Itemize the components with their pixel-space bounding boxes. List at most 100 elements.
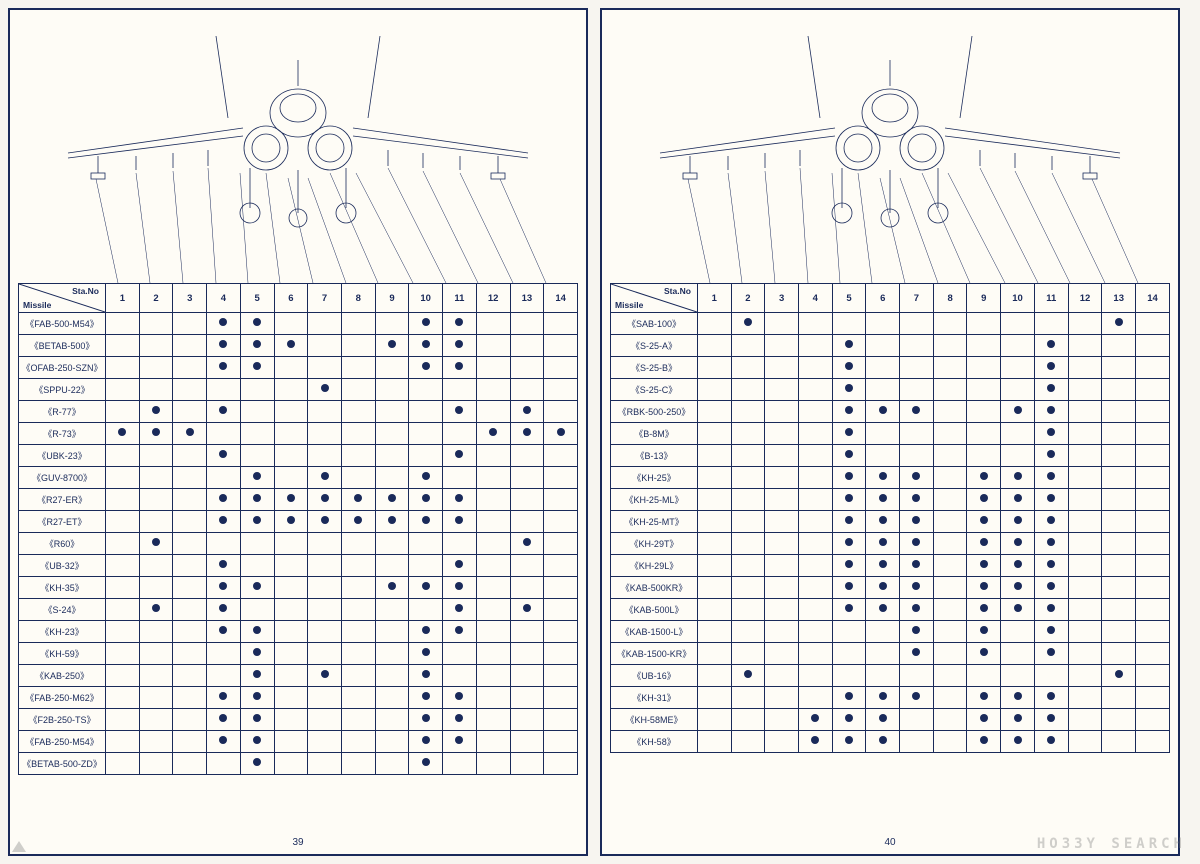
- station-cell: [1102, 511, 1136, 533]
- dot-icon: [152, 428, 160, 436]
- station-cell: [900, 313, 934, 335]
- missile-name-cell: 《S-25-A》: [611, 335, 698, 357]
- table-row: 《B-13》: [611, 445, 1170, 467]
- dot-icon: [523, 406, 531, 414]
- station-cell: [375, 687, 409, 709]
- dot-icon: [455, 406, 463, 414]
- dot-icon: [1014, 472, 1022, 480]
- station-cell: [510, 621, 544, 643]
- station-cell: [697, 687, 731, 709]
- missile-name-cell: 《SPPU-22》: [19, 379, 106, 401]
- station-cell: [308, 753, 342, 775]
- dot-icon: [980, 714, 988, 722]
- station-cell: [798, 643, 832, 665]
- station-cell: [274, 709, 308, 731]
- station-cell: [375, 621, 409, 643]
- station-cell: [476, 709, 510, 731]
- station-cell: [697, 709, 731, 731]
- dot-icon: [422, 736, 430, 744]
- station-cell: [866, 643, 900, 665]
- station-cell: [510, 533, 544, 555]
- station-cell: [900, 401, 934, 423]
- dot-icon: [845, 340, 853, 348]
- dot-icon: [253, 714, 261, 722]
- missile-name-cell: 《FAB-250-M54》: [19, 731, 106, 753]
- station-cell: [308, 731, 342, 753]
- dot-icon: [1047, 736, 1055, 744]
- dot-icon: [455, 362, 463, 370]
- dot-icon: [253, 736, 261, 744]
- station-cell: [765, 709, 799, 731]
- station-cell: [476, 599, 510, 621]
- missile-name-cell: 《UB-32》: [19, 555, 106, 577]
- station-cell: [173, 665, 207, 687]
- station-header: 7: [900, 284, 934, 313]
- station-cell: [933, 577, 967, 599]
- dot-icon: [118, 428, 126, 436]
- station-cell: [731, 379, 765, 401]
- dot-icon: [1047, 472, 1055, 480]
- station-header: 8: [341, 284, 375, 313]
- dot-icon: [455, 582, 463, 590]
- station-cell: [1068, 511, 1102, 533]
- station-cell: [866, 445, 900, 467]
- dot-icon: [912, 626, 920, 634]
- station-cell: [544, 511, 578, 533]
- dot-icon: [1047, 406, 1055, 414]
- dot-icon: [879, 516, 887, 524]
- dot-icon: [845, 692, 853, 700]
- station-cell: [832, 709, 866, 731]
- station-cell: [240, 665, 274, 687]
- station-cell: [207, 731, 241, 753]
- station-cell: [1001, 313, 1035, 335]
- station-cell: [510, 423, 544, 445]
- station-cell: [341, 401, 375, 423]
- dot-icon: [845, 494, 853, 502]
- dot-icon: [912, 406, 920, 414]
- dot-icon: [489, 428, 497, 436]
- station-table: Sta.NoMissile1234567891011121314《SAB-100…: [610, 283, 1170, 753]
- station-cell: [308, 511, 342, 533]
- station-cell: [139, 643, 173, 665]
- missile-name-cell: 《KAB-500L》: [611, 599, 698, 621]
- station-cell: [375, 753, 409, 775]
- dot-icon: [1014, 604, 1022, 612]
- dot-icon: [912, 692, 920, 700]
- station-cell: [967, 599, 1001, 621]
- station-cell: [308, 687, 342, 709]
- station-cell: [207, 687, 241, 709]
- station-cell: [798, 467, 832, 489]
- station-cell: [765, 467, 799, 489]
- station-cell: [933, 731, 967, 753]
- station-cell: [1102, 445, 1136, 467]
- station-cell: [341, 533, 375, 555]
- station-cell: [173, 313, 207, 335]
- station-cell: [765, 313, 799, 335]
- station-cell: [1102, 401, 1136, 423]
- station-cell: [1034, 555, 1068, 577]
- station-cell: [240, 687, 274, 709]
- station-cell: [274, 313, 308, 335]
- dot-icon: [845, 472, 853, 480]
- station-cell: [409, 709, 443, 731]
- station-cell: [476, 533, 510, 555]
- dot-icon: [321, 472, 329, 480]
- dot-icon: [455, 494, 463, 502]
- station-cell: [798, 599, 832, 621]
- station-cell: [544, 445, 578, 467]
- station-cell: [967, 357, 1001, 379]
- table-row: 《UB-32》: [19, 555, 578, 577]
- station-cell: [207, 335, 241, 357]
- station-cell: [1034, 731, 1068, 753]
- dot-icon: [219, 736, 227, 744]
- station-cell: [240, 753, 274, 775]
- station-cell: [409, 313, 443, 335]
- station-cell: [731, 577, 765, 599]
- station-cell: [105, 709, 139, 731]
- station-cell: [341, 357, 375, 379]
- station-cell: [173, 577, 207, 599]
- dot-icon: [1047, 494, 1055, 502]
- station-cell: [697, 423, 731, 445]
- dot-icon: [388, 582, 396, 590]
- missile-name-cell: 《S-25-B》: [611, 357, 698, 379]
